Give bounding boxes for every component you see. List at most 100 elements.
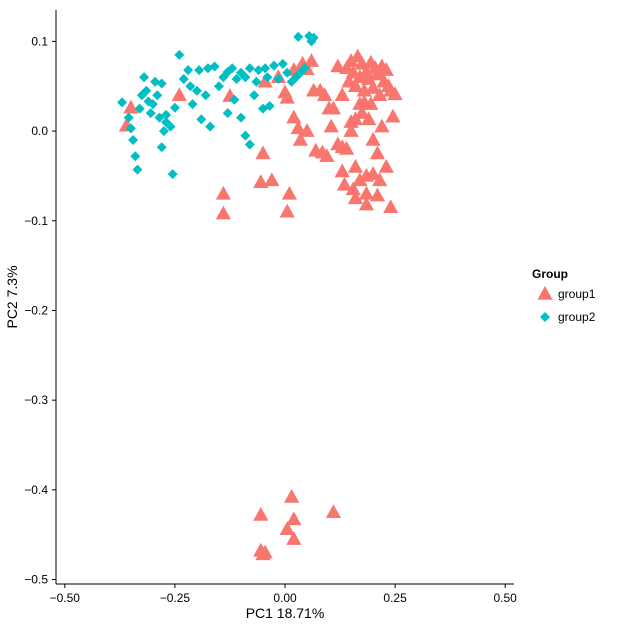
- group1-point: [123, 99, 139, 114]
- group1-point: [363, 96, 379, 110]
- legend-label-group2: group2: [558, 310, 596, 324]
- group1-point: [286, 109, 302, 124]
- group1-point: [264, 172, 280, 187]
- y-tick-label: 0.0: [31, 124, 48, 138]
- group2-point: [123, 112, 134, 123]
- group1-point: [365, 132, 381, 146]
- group1-point: [372, 172, 388, 187]
- x-axis-ticks: −0.50 −0.25 0.00 0.25 0.50: [50, 584, 518, 605]
- group2-point: [194, 65, 205, 76]
- x-tick-label: 0.00: [273, 591, 297, 605]
- group1-point: [255, 546, 271, 561]
- group1-point: [383, 199, 399, 214]
- group1-point: [286, 511, 302, 526]
- group1-point: [292, 132, 309, 146]
- group2-point: [187, 99, 198, 110]
- group1-point: [358, 185, 375, 200]
- group2-point: [209, 61, 220, 72]
- y-axis-title: PC2 7.3%: [4, 265, 20, 328]
- group2-point: [178, 74, 189, 85]
- group1-point: [299, 123, 315, 137]
- group2-point: [132, 164, 143, 175]
- group1-point: [378, 158, 394, 173]
- group2-point: [200, 90, 211, 101]
- group2-point: [205, 121, 216, 132]
- group1-point: [257, 73, 273, 88]
- group2-point: [277, 58, 288, 69]
- group2-point: [299, 63, 310, 74]
- group2-point: [134, 103, 145, 114]
- group2-point: [169, 102, 180, 113]
- group1-point: [286, 531, 302, 545]
- legend-key-group1: [537, 286, 553, 300]
- group1-point: [281, 185, 298, 200]
- group2-point: [167, 169, 178, 180]
- group2-point: [165, 121, 176, 132]
- group1-point: [279, 521, 295, 536]
- group2-point: [249, 90, 260, 101]
- group1-point: [361, 111, 377, 126]
- legend: Group group1 group2: [532, 267, 596, 324]
- group1-point: [369, 145, 386, 160]
- group2-point: [251, 76, 262, 87]
- y-tick-label: −0.5: [24, 573, 48, 587]
- group1-point: [347, 190, 364, 205]
- group1-point: [369, 66, 386, 81]
- y-tick-label: −0.4: [24, 483, 48, 497]
- group1-point: [325, 100, 342, 115]
- group1-point: [358, 196, 375, 211]
- group2-point: [213, 81, 224, 92]
- group2-point: [161, 109, 172, 120]
- y-tick-label: 0.1: [31, 34, 48, 48]
- legend-key-group2: [540, 312, 550, 322]
- group1-point: [290, 120, 306, 135]
- group2-point: [125, 123, 136, 134]
- group2-point: [308, 32, 319, 43]
- group2-point: [260, 63, 271, 74]
- group2-point: [273, 74, 284, 85]
- legend-label-group1: group1: [558, 287, 596, 301]
- group2-point: [139, 72, 150, 83]
- group1-point: [317, 87, 333, 101]
- group1-point: [279, 89, 295, 104]
- group1-point: [253, 174, 269, 188]
- y-tick-label: −0.3: [24, 393, 48, 407]
- group1-point: [345, 181, 361, 196]
- group1-point: [303, 53, 320, 67]
- group2-point: [235, 112, 246, 123]
- group2-point: [156, 78, 167, 89]
- group2-point: [231, 74, 242, 85]
- group2-point: [293, 31, 304, 42]
- group2-point: [268, 60, 279, 71]
- legend-entries: group1 group2: [537, 286, 596, 324]
- group1-point: [171, 87, 187, 101]
- group1-point: [374, 118, 390, 133]
- group2-point: [227, 63, 238, 74]
- group2-point: [244, 63, 255, 74]
- legend-title: Group: [532, 267, 568, 281]
- group1-point: [365, 80, 381, 94]
- group1-point: [323, 118, 339, 133]
- group1-point: [347, 158, 364, 173]
- y-axis-ticks: 0.1 0.0 −0.1 −0.2 −0.3 −0.4 −0.5: [24, 34, 56, 587]
- group1-point: [352, 172, 368, 187]
- x-tick-label: 0.25: [383, 591, 407, 605]
- group2-point: [262, 72, 273, 83]
- group2-point: [117, 97, 128, 108]
- group1-point: [215, 205, 231, 220]
- group2-point: [240, 72, 251, 83]
- group1-point: [215, 185, 231, 200]
- group2-point: [152, 90, 163, 101]
- group1-point: [352, 96, 368, 110]
- group2-point: [240, 130, 251, 141]
- group1-point: [385, 108, 401, 123]
- group1-point: [334, 163, 350, 178]
- group1-point: [343, 53, 359, 67]
- group1-point: [330, 58, 346, 73]
- x-tick-label: 0.50: [494, 591, 518, 605]
- group2-point: [282, 67, 293, 78]
- group2-point: [183, 65, 194, 76]
- series-group2: [117, 31, 319, 180]
- group2-point: [147, 99, 158, 110]
